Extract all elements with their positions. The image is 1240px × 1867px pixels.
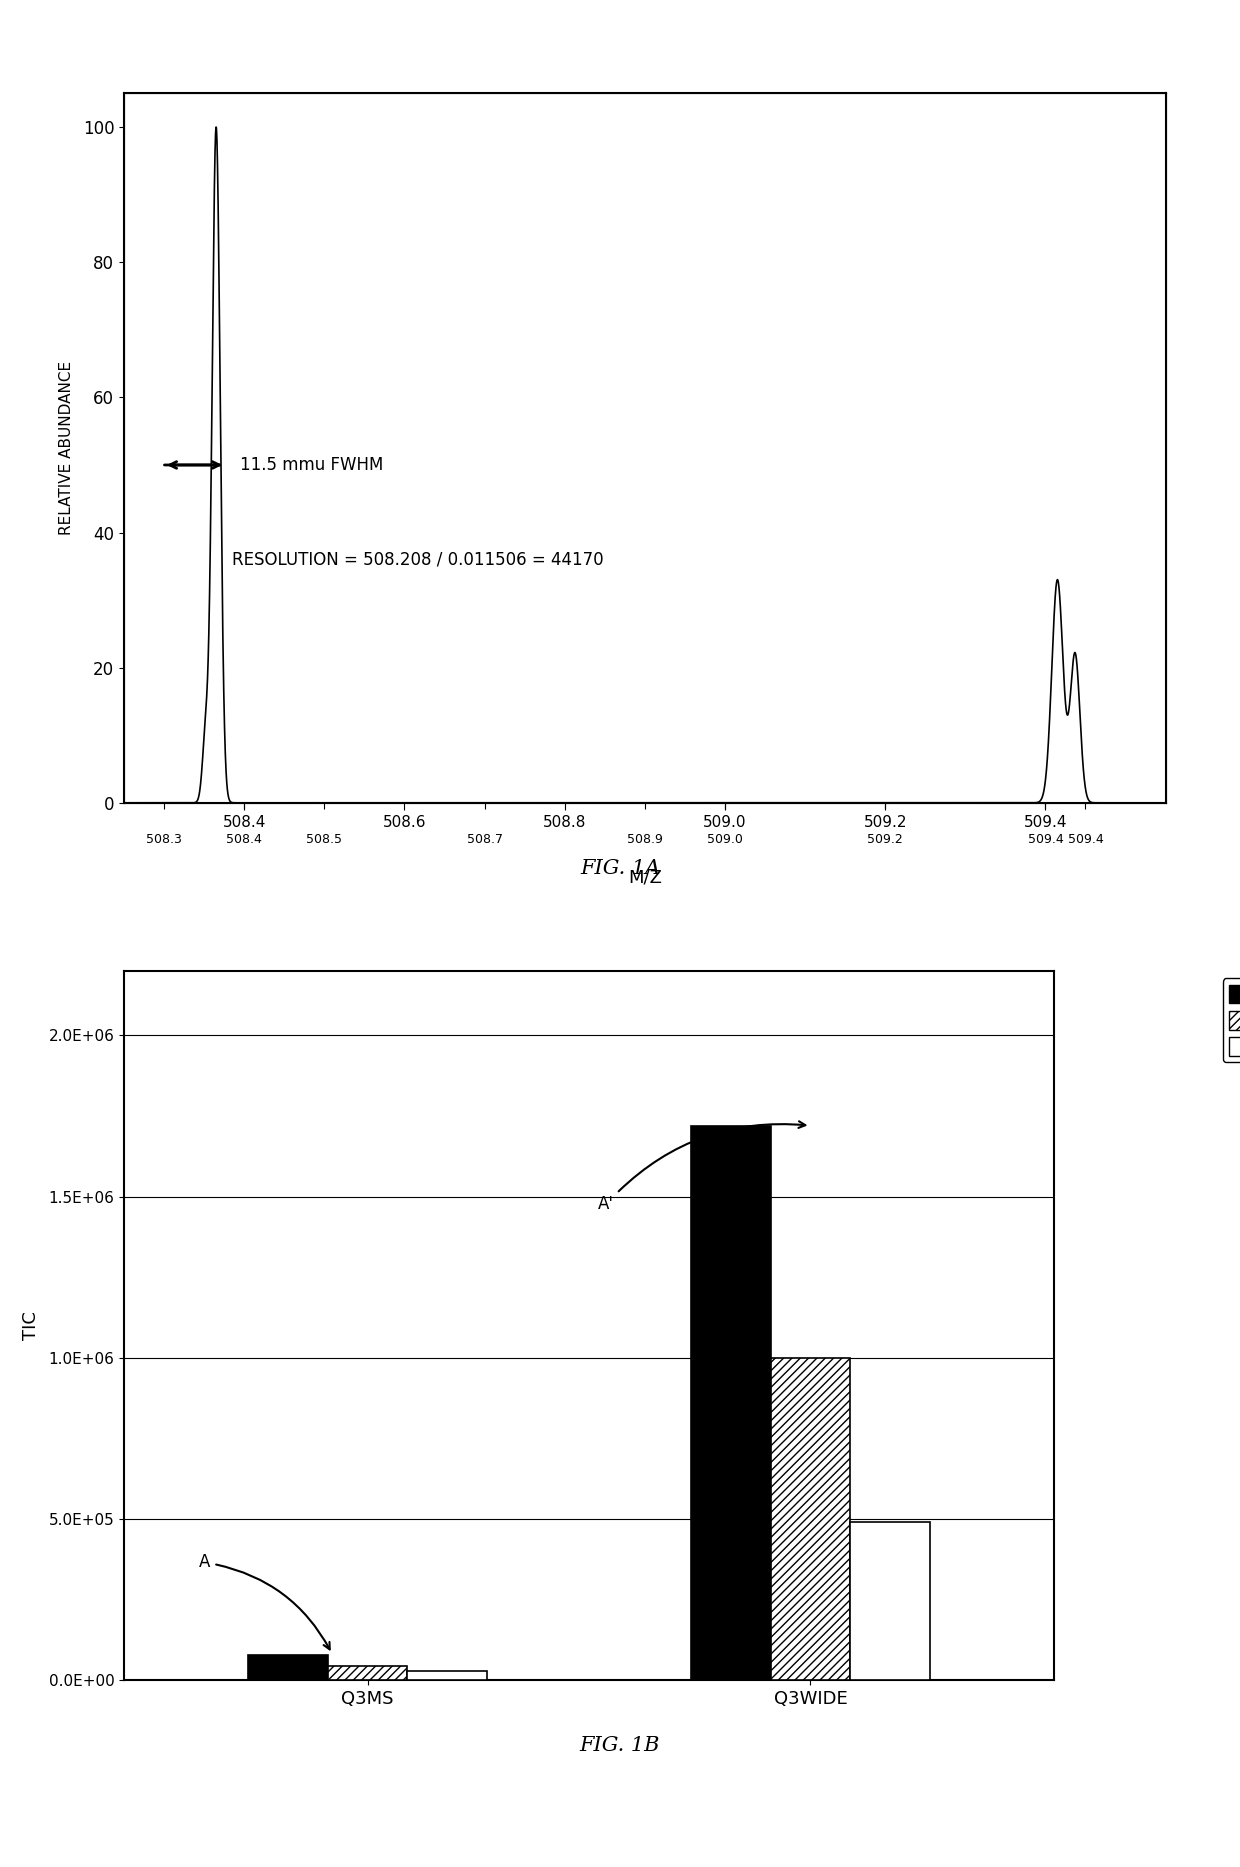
Text: 11.5 mmu FWHM: 11.5 mmu FWHM bbox=[241, 456, 383, 474]
Bar bbox=[327, 1665, 408, 1680]
Y-axis label: RELATIVE ABUNDANCE: RELATIVE ABUNDANCE bbox=[60, 360, 74, 536]
Text: FIG. 1A: FIG. 1A bbox=[580, 859, 660, 877]
Bar bbox=[248, 1654, 327, 1680]
Text: A': A' bbox=[598, 1122, 805, 1214]
Bar bbox=[770, 1357, 851, 1680]
Bar bbox=[408, 1671, 487, 1680]
Text: A: A bbox=[200, 1553, 330, 1649]
Bar bbox=[851, 1522, 930, 1680]
Text: FIG. 1B: FIG. 1B bbox=[580, 1736, 660, 1755]
Y-axis label: TIC: TIC bbox=[22, 1311, 40, 1341]
X-axis label: M/Z: M/Z bbox=[627, 868, 662, 887]
Bar bbox=[691, 1126, 770, 1680]
Legend: M/Z 182, M/Z 508, M/Z 997: M/Z 182, M/Z 508, M/Z 997 bbox=[1224, 978, 1240, 1062]
Text: RESOLUTION = 508.208 / 0.011506 = 44170: RESOLUTION = 508.208 / 0.011506 = 44170 bbox=[232, 551, 604, 569]
